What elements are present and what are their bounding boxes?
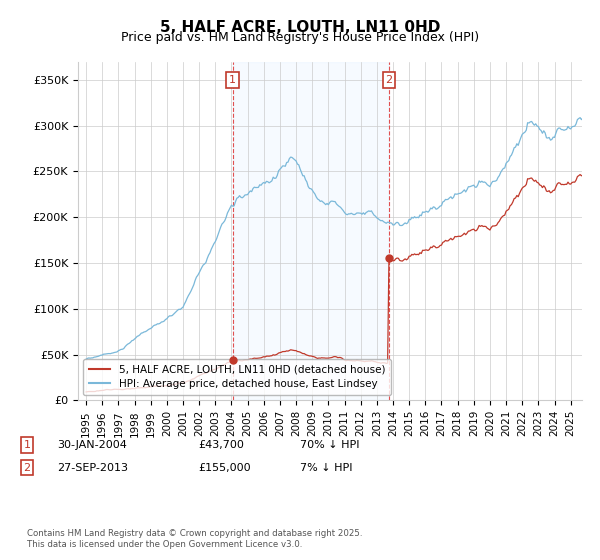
Text: Contains HM Land Registry data © Crown copyright and database right 2025.
This d: Contains HM Land Registry data © Crown c… (27, 529, 362, 549)
Text: 27-SEP-2013: 27-SEP-2013 (57, 463, 128, 473)
Text: 2: 2 (385, 75, 392, 85)
Text: 7% ↓ HPI: 7% ↓ HPI (300, 463, 353, 473)
Text: 2: 2 (23, 463, 31, 473)
Bar (233, 62, 389, 400)
Text: 1: 1 (23, 440, 31, 450)
Text: 30-JAN-2004: 30-JAN-2004 (57, 440, 127, 450)
Legend: 5, HALF ACRE, LOUTH, LN11 0HD (detached house), HPI: Average price, detached hou: 5, HALF ACRE, LOUTH, LN11 0HD (detached … (83, 358, 391, 395)
Text: 70% ↓ HPI: 70% ↓ HPI (300, 440, 359, 450)
Text: 5, HALF ACRE, LOUTH, LN11 0HD: 5, HALF ACRE, LOUTH, LN11 0HD (160, 20, 440, 35)
Text: £43,700: £43,700 (198, 440, 244, 450)
Text: 1: 1 (229, 75, 236, 85)
Text: £155,000: £155,000 (198, 463, 251, 473)
Text: Price paid vs. HM Land Registry's House Price Index (HPI): Price paid vs. HM Land Registry's House … (121, 31, 479, 44)
